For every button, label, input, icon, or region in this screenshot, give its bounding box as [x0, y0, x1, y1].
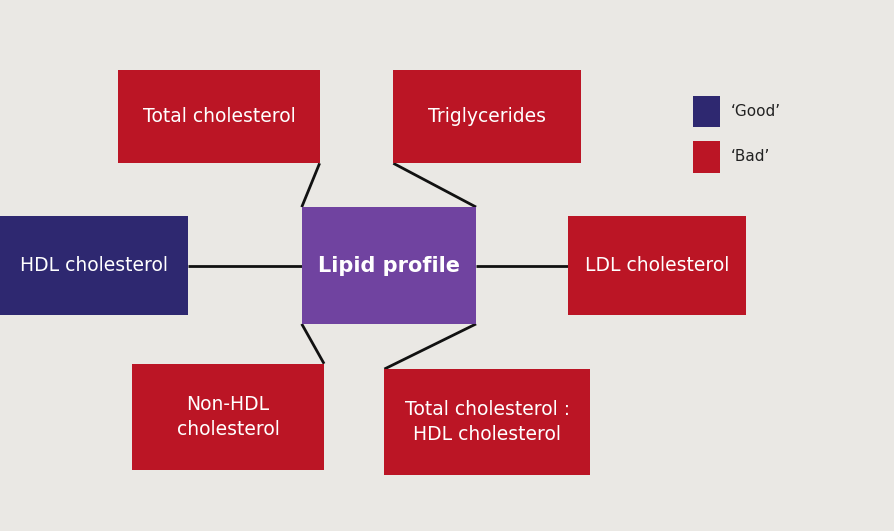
FancyBboxPatch shape: [132, 364, 325, 470]
FancyBboxPatch shape: [302, 207, 476, 324]
Text: Total cholesterol :
HDL cholesterol: Total cholesterol : HDL cholesterol: [405, 400, 569, 444]
FancyBboxPatch shape: [568, 217, 746, 314]
FancyBboxPatch shape: [118, 71, 320, 164]
FancyBboxPatch shape: [693, 96, 720, 127]
FancyBboxPatch shape: [693, 141, 720, 173]
FancyBboxPatch shape: [0, 217, 188, 314]
Text: ‘Good’: ‘Good’: [730, 104, 780, 119]
Text: Non-HDL
cholesterol: Non-HDL cholesterol: [176, 395, 280, 439]
FancyBboxPatch shape: [393, 71, 581, 164]
Text: HDL cholesterol: HDL cholesterol: [20, 256, 168, 275]
FancyBboxPatch shape: [384, 369, 590, 475]
Text: ‘Bad’: ‘Bad’: [730, 149, 770, 164]
Text: Lipid profile: Lipid profile: [318, 255, 460, 276]
Text: Total cholesterol: Total cholesterol: [143, 107, 295, 126]
Text: Triglycerides: Triglycerides: [428, 107, 546, 126]
Text: LDL cholesterol: LDL cholesterol: [585, 256, 730, 275]
